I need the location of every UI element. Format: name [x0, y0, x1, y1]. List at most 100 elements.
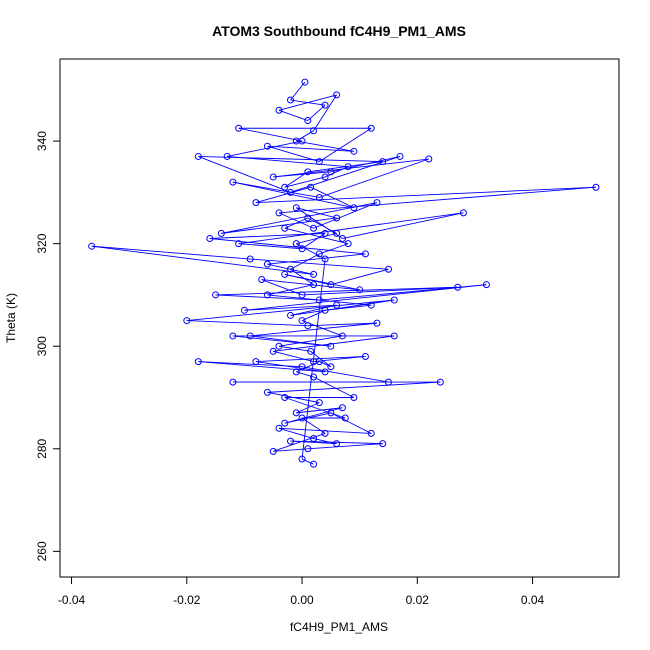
data-point [361, 352, 369, 360]
series-segment [301, 309, 326, 321]
data-point [304, 168, 312, 176]
series-segment [278, 212, 314, 229]
series-segment [232, 181, 355, 209]
data-point [310, 127, 318, 135]
data-point [304, 214, 312, 222]
series-segment [91, 245, 251, 260]
series-segment [307, 217, 337, 234]
data-point [321, 306, 329, 314]
data-point [321, 101, 329, 109]
data-point [304, 117, 312, 125]
data-point [315, 158, 323, 166]
y-tick-label: 340 [35, 131, 49, 151]
data-point [315, 358, 323, 366]
y-tick-label: 320 [35, 233, 49, 253]
x-axis-label: fC4H9_PM1_AMS [290, 620, 388, 634]
series-segment [284, 176, 326, 188]
series-segment [255, 356, 366, 363]
data-point [281, 419, 289, 427]
data-point [327, 342, 335, 350]
data-point [292, 204, 300, 212]
series-segment [319, 361, 332, 368]
data-point [436, 378, 444, 386]
data-point [361, 250, 369, 258]
data-point [287, 311, 295, 319]
data-point [454, 283, 462, 291]
data-point [327, 281, 335, 289]
data-point [379, 440, 387, 448]
chart-title: ATOM3 Southbound fC4H9_PM1_AMS [212, 23, 466, 39]
data-point [223, 152, 231, 160]
data-point [252, 358, 260, 366]
data-point [269, 347, 277, 355]
data-point [292, 368, 300, 376]
series-segment [273, 432, 326, 452]
data-point [263, 388, 271, 396]
series-segment [244, 284, 487, 311]
data-point [356, 286, 364, 294]
series-segment [273, 448, 308, 452]
data-point [310, 270, 318, 278]
x-tick-label: -0.02 [173, 593, 201, 607]
series-segment [296, 232, 337, 245]
data-point [482, 281, 490, 289]
data-point [287, 96, 295, 104]
data-point [373, 319, 381, 327]
series-segment [232, 181, 320, 198]
series-segment [307, 443, 383, 450]
x-tick-label: 0.02 [406, 593, 430, 607]
series-segment [296, 207, 337, 219]
data-point [217, 229, 225, 237]
data-point [315, 399, 323, 407]
series-segment [186, 320, 308, 327]
data-point [344, 163, 352, 171]
series-segment [296, 361, 320, 373]
data-point [333, 229, 341, 237]
series-segment [267, 145, 320, 163]
data-point [321, 229, 329, 237]
x-tick-label: -0.04 [58, 593, 86, 607]
data-point [263, 291, 271, 299]
data-point [298, 137, 306, 145]
data-point [384, 265, 392, 273]
data-point [315, 250, 323, 258]
data-point [304, 322, 312, 330]
data-point [281, 183, 289, 191]
data-point [321, 429, 329, 437]
series-segment [273, 335, 395, 352]
data-point [327, 168, 335, 176]
data-point [292, 240, 300, 248]
data-point [459, 209, 467, 217]
series-segment [198, 156, 291, 193]
series-segment [198, 155, 383, 163]
data-point [229, 332, 237, 340]
series-segment [255, 361, 326, 373]
series-segment [238, 212, 464, 245]
y-tick-label: 260 [35, 541, 49, 561]
series-segment [290, 440, 383, 445]
data-point [592, 183, 600, 191]
data-point [379, 158, 387, 166]
series-lines [91, 81, 596, 465]
data-point [263, 260, 271, 268]
series-segment [267, 294, 372, 306]
data-point [307, 347, 315, 355]
data-point [298, 291, 306, 299]
series-segment [91, 245, 314, 275]
series-segment [267, 381, 441, 393]
series-segment [238, 243, 303, 250]
series-segment [290, 299, 395, 316]
series-segment [302, 286, 458, 296]
series-segment [232, 335, 331, 347]
data-point [287, 188, 295, 196]
data-point [367, 124, 375, 132]
data-point [287, 265, 295, 273]
series-segment [227, 140, 303, 157]
series-segment [319, 243, 349, 255]
series-segment [290, 253, 320, 270]
data-point [235, 124, 243, 132]
data-point [246, 255, 254, 263]
data-point [281, 393, 289, 401]
data-point [301, 78, 309, 86]
series-segment [301, 366, 389, 383]
